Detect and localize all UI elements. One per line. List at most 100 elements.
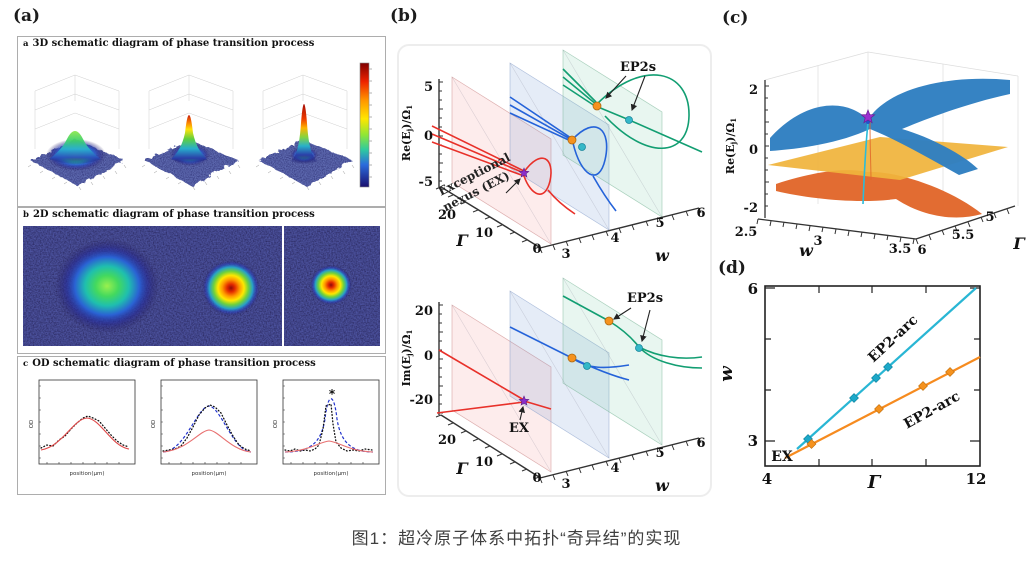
- od-frame-1: [38, 379, 136, 465]
- z-axis-ticks: [765, 85, 769, 207]
- ep2s-arrow: [630, 75, 646, 112]
- z-tick-label: -20: [410, 393, 434, 408]
- panel-a-label: (a): [13, 6, 41, 26]
- gamma-tick-label: 10: [475, 226, 493, 241]
- od-red-fit-3: [284, 440, 374, 453]
- ep2s-annotation: EP2s: [620, 60, 656, 75]
- surface-orange: [776, 170, 982, 218]
- slice-plane-green: [562, 277, 663, 446]
- ex-annotation: EX: [509, 421, 530, 436]
- od-data-dots-3: [284, 403, 373, 452]
- od-ylabel-2: OD: [151, 420, 157, 429]
- w-axis: [757, 218, 917, 240]
- colorbar: [359, 62, 370, 188]
- w-tick-label: 5: [655, 216, 664, 231]
- d-shapes: 6 3 4 12 Γw EX EP2-arc EP2-arc: [716, 280, 986, 493]
- gamma-tick-label: 5.5: [952, 228, 975, 243]
- od-data-dots-2: [162, 404, 252, 452]
- x-tick-label: 12: [966, 470, 987, 488]
- header-prefix: a: [23, 39, 29, 49]
- x-tick-label: 4: [762, 470, 772, 488]
- im-branches-red: [436, 349, 525, 414]
- z-axis-label: Re(Ej)/Ω1: [400, 105, 414, 161]
- header-prefix: b: [23, 210, 29, 220]
- surface-blue: [770, 78, 1010, 175]
- re-tail-red: [547, 189, 576, 215]
- a2-shapes: [23, 226, 380, 346]
- panel-a-od-figure: OD position(μm) OD position(μm) * OD position(…: [29, 379, 380, 477]
- b-top-shapes: 50-5Re(Ej)/Ω120100Γ3456wEP2sExceptionaln…: [400, 49, 706, 265]
- ticks-plot3: [255, 164, 355, 191]
- gamma-tick-label: 20: [438, 433, 456, 448]
- od-yticks-1: [39, 385, 41, 459]
- re-branches-blue: [509, 96, 574, 143]
- od-red-fit-2: [162, 429, 252, 453]
- panel-a-od-box: c OD schematic diagram of phase transitio…: [17, 356, 386, 495]
- od-xlabel-3: position(μm): [314, 471, 349, 477]
- slice-plane-pink: [451, 304, 552, 473]
- a1-shapes: [27, 62, 372, 191]
- z-tick-label: 2: [749, 83, 758, 98]
- panel-a-2d-header: b 2D schematic diagram of phase transitio…: [23, 209, 315, 220]
- panel-b-label: (b): [390, 6, 418, 26]
- re-loop-red: [523, 157, 552, 195]
- wireframe-3d-plot3: [262, 74, 348, 149]
- ep2-marker-teal: [578, 143, 586, 151]
- z-axis-label: Re(Ej)/Ω1: [724, 118, 738, 174]
- panel-c-surface-plot: 2 0 -2 Re(Ej)/Ω1 2.5 3 3.5 w 6 5.5 5 Γ: [724, 51, 1026, 260]
- panel-d-label: (d): [718, 258, 746, 278]
- partial-condensate-blob: [202, 260, 260, 316]
- gamma-axis-label: Γ: [1012, 234, 1026, 253]
- gamma-tick-label: 10: [475, 455, 493, 470]
- gamma-axis-ticks: [435, 186, 540, 250]
- nexus-spike-orange: [869, 121, 872, 181]
- ex-star: [518, 395, 530, 406]
- w-axis-ticks: [756, 218, 915, 245]
- w-tick-label: 3: [813, 234, 822, 249]
- w-tick-label: 6: [696, 436, 705, 451]
- z-axis-ticks: [439, 81, 443, 182]
- gamma-tick-label: 0: [532, 471, 541, 486]
- od-red-fit-1: [40, 417, 130, 451]
- condensate-blob: [310, 265, 352, 305]
- ep2s-arrow: [605, 75, 627, 99]
- header-prefix: c: [23, 359, 29, 369]
- gamma-tick-label: 5: [985, 210, 994, 225]
- c-shapes: 2 0 -2 Re(Ej)/Ω1 2.5 3 3.5 w 6 5.5 5 Γ: [724, 51, 1026, 260]
- z-tick-label: 0: [749, 143, 758, 158]
- panel-c-label: (c): [722, 8, 749, 28]
- im-branch-blue: [509, 326, 573, 359]
- panel-a-3d-box: a 3D schematic diagram of phase transitio…: [17, 36, 386, 207]
- od-xlabel-1: position(μm): [70, 471, 105, 477]
- gamma-axis-ticks: [915, 208, 1010, 245]
- od-blue-fit-2: [162, 405, 252, 453]
- ep2-marker-teal: [635, 344, 643, 352]
- im-branch-green: [562, 295, 610, 322]
- slice-plane-blue: [509, 290, 610, 459]
- y-tick-label: 3: [748, 432, 758, 450]
- ep2-marker-orange: [604, 316, 614, 326]
- ticks-plot2: [141, 164, 241, 191]
- od-ylabel-3: OD: [273, 420, 279, 429]
- z-axis-label: Im(Ej)/Ω1: [400, 329, 414, 386]
- y-tick-label: 6: [748, 280, 758, 298]
- z-tick-label: 5: [424, 80, 433, 95]
- ep2-marker-orange: [567, 353, 577, 363]
- box-grid: [764, 51, 1019, 208]
- od-yticks-3: [283, 385, 285, 459]
- re-branches-red: [431, 125, 525, 177]
- w-tick-label: 4: [610, 231, 619, 246]
- w-tick-label: 3: [561, 477, 570, 492]
- z-tick-label: -5: [419, 175, 433, 190]
- panel-a-2d-figure: [23, 226, 380, 346]
- x-axis-label: Γ: [867, 472, 882, 493]
- od-frame-2: [160, 379, 258, 465]
- panel-d-ep2arc-plot: 6 3 4 12 Γw EX EP2-arc EP2-arc: [716, 280, 986, 493]
- re-loop-blue: [571, 126, 608, 176]
- w-axis-label: w: [655, 476, 670, 495]
- nexus-star: [860, 109, 876, 124]
- re-tail-blue: [592, 175, 617, 212]
- panel-b-re-plot: 50-5Re(Ej)/Ω120100Γ3456wEP2sExceptionaln…: [400, 49, 706, 265]
- ex-annotation: EX: [771, 449, 793, 465]
